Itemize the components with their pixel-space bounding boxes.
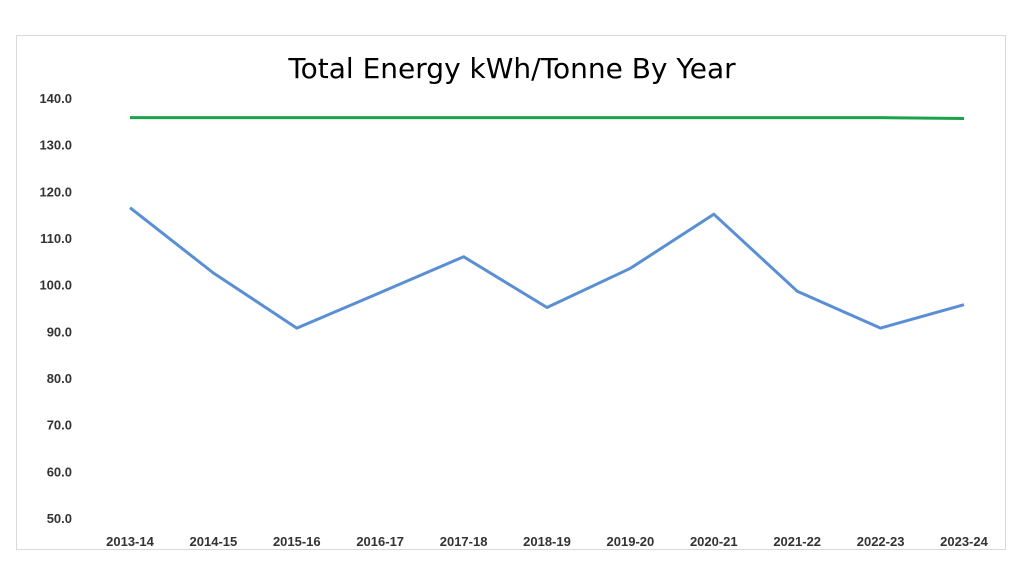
y-tick-label: 110.0: [40, 231, 72, 246]
x-axis-ticks: 2013-14 2014-15 2015-16 2016-17 2017-18 2018-…: [106, 534, 988, 549]
chart-title: Total Energy kWh/Tonne By Year: [288, 52, 736, 85]
y-tick-label: 120.0: [39, 184, 72, 199]
x-tick-label: 2021-22: [773, 534, 821, 549]
series-line-1: [129, 206, 965, 330]
x-tick-label: 2015-16: [273, 534, 321, 549]
series-line-2: [130, 116, 965, 120]
y-axis-ticks: 50.0 60.0 70.0 80.0 90.0 100.0 110.0 120.0 130.0…: [39, 91, 72, 526]
x-tick-label: 2016-17: [356, 534, 404, 549]
y-tick-label: 50.0: [47, 511, 72, 526]
x-tick-label: 2019-20: [607, 534, 655, 549]
x-tick-label: 2014-15: [190, 534, 238, 549]
x-tick-label: 2022-23: [857, 534, 905, 549]
x-tick-label: 2013-14: [106, 534, 154, 549]
y-tick-label: 60.0: [47, 464, 72, 479]
x-tick-label: 2018-19: [523, 534, 571, 549]
y-tick-label: 130.0: [39, 138, 72, 153]
y-tick-label: 70.0: [47, 418, 72, 433]
chart-frame: [16, 35, 1006, 550]
y-tick-label: 80.0: [47, 371, 72, 386]
x-tick-label: 2020-21: [690, 534, 738, 549]
series-lines: [129, 116, 965, 330]
x-tick-label: 2023-24: [940, 534, 988, 549]
y-tick-label: 90.0: [47, 324, 72, 339]
x-tick-label: 2017-18: [440, 534, 488, 549]
y-tick-label: 100.0: [39, 278, 72, 293]
y-tick-label: 140.0: [39, 91, 72, 106]
